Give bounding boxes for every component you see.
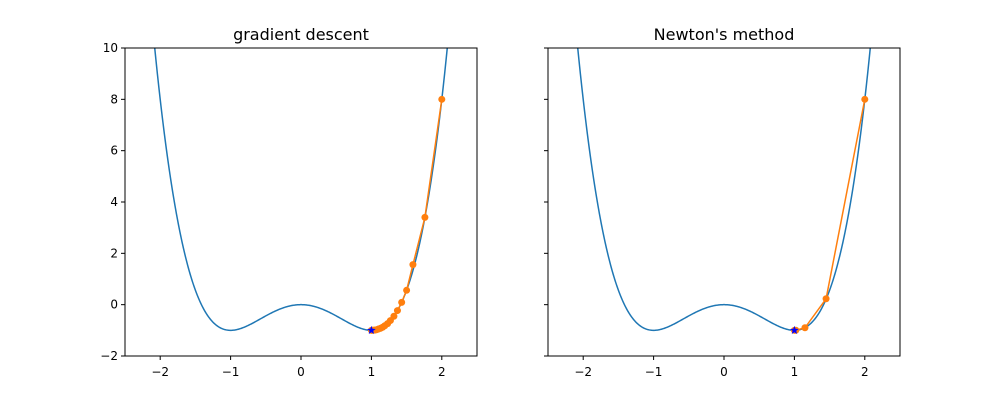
chart-title: gradient descent	[233, 25, 369, 44]
iterate-point	[822, 295, 830, 303]
y-tick-label: −2	[100, 349, 118, 363]
x-tick-label: 1	[368, 365, 376, 379]
iterate-point	[861, 95, 869, 103]
y-tick-label: 10	[103, 41, 118, 55]
chart-title: Newton's method	[654, 25, 795, 44]
y-tick-label: 8	[110, 92, 118, 106]
iterate-point	[398, 298, 406, 306]
x-tick-label: 0	[720, 365, 728, 379]
iterate-point	[393, 307, 401, 315]
iterate-path	[371, 99, 443, 332]
x-tick-label: 2	[861, 365, 869, 379]
y-tick-label: 4	[110, 195, 118, 209]
panel-gradient-descent: gradient descent −2 −1 0 1 2 −2 0 2 4 6 8 10	[100, 25, 478, 379]
iterate-point	[421, 213, 429, 221]
x-tick-label: −1	[222, 365, 240, 379]
x-tick-label: 2	[438, 365, 446, 379]
y-tick-label: 0	[110, 298, 118, 312]
iterate-path	[794, 99, 866, 332]
y-tick-label: 6	[110, 144, 118, 158]
iterate-point	[801, 324, 809, 332]
x-tick-label: −1	[645, 365, 663, 379]
optimum-star	[367, 325, 376, 334]
panel-newtons-method: Newton's method −2 −1 0 1 2	[544, 25, 901, 379]
y-tick-label: 2	[110, 246, 118, 260]
iterate-point	[403, 286, 411, 294]
plot-frame	[124, 47, 478, 357]
x-tick-label: −2	[151, 365, 169, 379]
iterate-point	[438, 95, 446, 103]
optimum-star	[790, 325, 799, 334]
objective-curve	[153, 48, 449, 332]
x-tick-label: −2	[574, 365, 592, 379]
x-tick-label: 1	[791, 365, 799, 379]
x-tick-label: 0	[297, 365, 305, 379]
iterate-point	[409, 261, 417, 269]
objective-curve	[576, 48, 872, 332]
plot-frame	[547, 47, 901, 357]
